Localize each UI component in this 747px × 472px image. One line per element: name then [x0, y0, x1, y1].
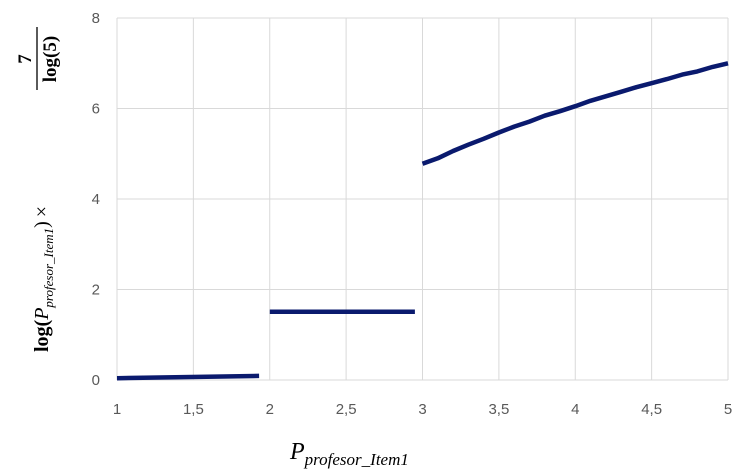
x-axis-title: Pprofesor_Item1	[289, 439, 409, 469]
x-tick-label: 4	[571, 401, 579, 418]
y-axis-title-var-sub: profesor_Item1	[41, 228, 56, 309]
y-tick-label: 2	[92, 282, 100, 299]
series-group	[116, 61, 729, 381]
y-axis-title-log: log(	[31, 319, 53, 352]
y-tick-label: 4	[92, 191, 100, 208]
x-tick-label: 5	[724, 401, 732, 418]
x-tick-label: 2	[266, 401, 274, 418]
x-tick-label: 4,5	[641, 401, 662, 418]
series-line-3	[421, 61, 729, 166]
y-axis-title-denominator: log(5)	[40, 36, 61, 82]
x-tick-label: 3	[418, 401, 426, 418]
y-axis-title-times: ×	[31, 206, 53, 217]
grid	[116, 17, 729, 381]
y-axis-title-left: log(Pprofesor_Item1) ×	[31, 206, 56, 352]
y-axis-title-var: P	[31, 308, 53, 321]
x-tick-label: 1,5	[183, 401, 204, 418]
x-tick-labels: 1 1,5 2 2,5 3 3,5 4 4,5 5	[113, 401, 732, 418]
y-tick-label: 6	[92, 101, 100, 118]
x-tick-label: 3,5	[488, 401, 509, 418]
y-axis-title-numerator: 7	[15, 54, 36, 64]
y-tick-label: 0	[92, 372, 100, 389]
y-axis-title: log(Pprofesor_Item1) × 7 log(5)	[15, 27, 61, 352]
x-tick-label: 2,5	[336, 401, 357, 418]
y-axis-title-close: )	[31, 221, 53, 228]
x-axis-title-main: P	[289, 439, 305, 465]
y-tick-labels: 0 2 4 6 8	[92, 10, 100, 389]
series-line-1	[116, 373, 260, 381]
x-axis-title-sub: profesor_Item1	[304, 450, 409, 469]
y-tick-label: 8	[92, 10, 100, 27]
x-tick-label: 1	[113, 401, 121, 418]
